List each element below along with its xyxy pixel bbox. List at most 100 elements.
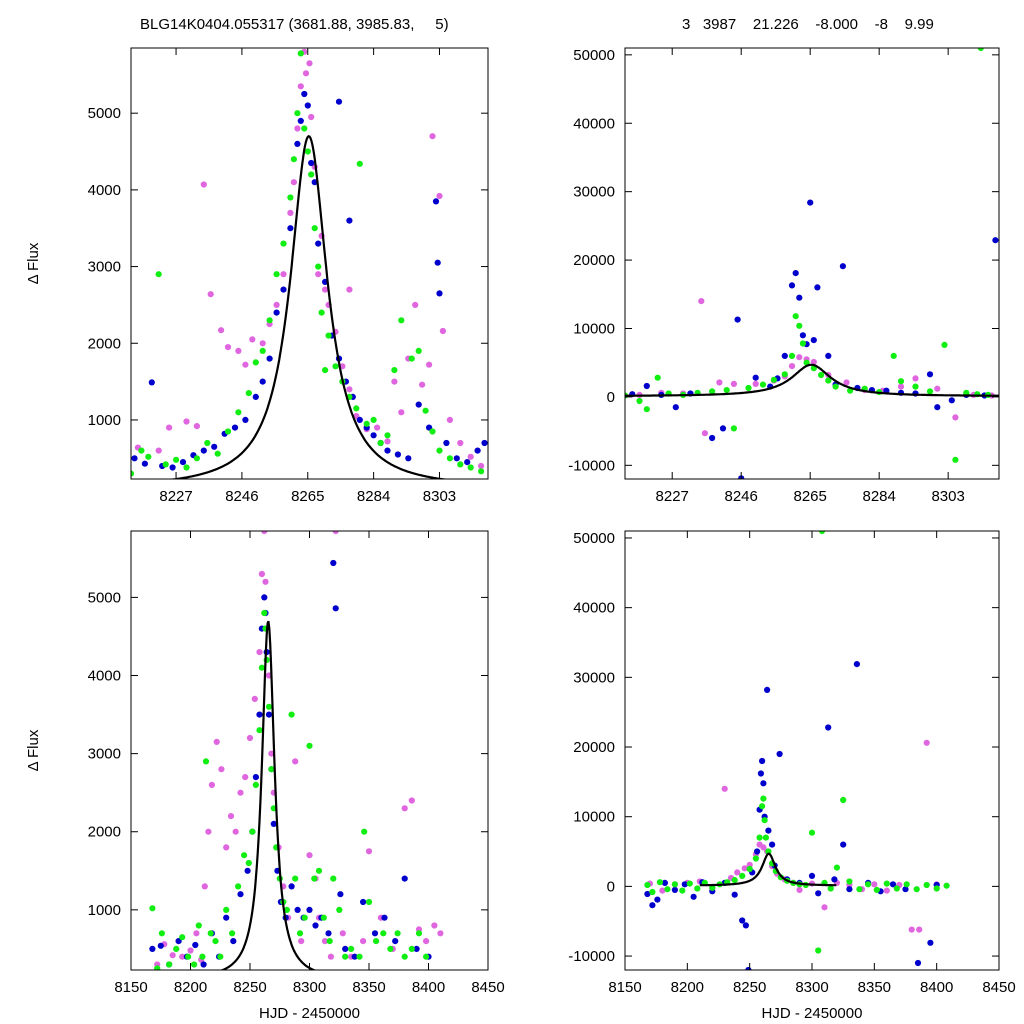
data-point [796, 354, 803, 361]
data-point [478, 468, 485, 475]
points-bottom-left [149, 524, 444, 970]
y-tick-label: 0 [607, 878, 615, 895]
data-point [912, 375, 919, 382]
x-tick-label: 8450 [982, 979, 1015, 996]
plot-frame [624, 530, 1000, 971]
data-point [436, 192, 443, 200]
data-point [401, 953, 408, 960]
data-point [294, 906, 301, 914]
data-point [297, 83, 304, 90]
data-point [191, 961, 198, 968]
data-point [214, 450, 221, 457]
data-point [173, 945, 180, 953]
y-tick-label: 1000 [88, 902, 121, 919]
data-point [365, 898, 373, 906]
data-point [264, 524, 270, 530]
data-point [649, 888, 656, 896]
data-point [412, 301, 419, 308]
data-point [306, 906, 313, 914]
data-point [242, 361, 249, 368]
data-point [799, 332, 807, 339]
y-tick-label: 40000 [573, 115, 615, 132]
x-tick-label: 8265 [793, 488, 826, 505]
data-point [241, 852, 248, 859]
x-tick-label: 8284 [862, 488, 895, 505]
data-point [401, 875, 408, 882]
data-point [280, 271, 287, 278]
plot-frame [130, 47, 489, 480]
data-point [266, 317, 273, 324]
data-point [301, 125, 308, 132]
data-point [815, 947, 822, 954]
data-point [290, 156, 297, 163]
data-point [833, 864, 841, 871]
data-point [436, 290, 443, 297]
data-point [873, 886, 880, 894]
data-point [391, 367, 398, 374]
data-point [927, 939, 934, 946]
header-right-label: 3 3987 21.226 -8.000 -8 9.99 [682, 16, 934, 33]
data-point [223, 906, 230, 914]
data-point [770, 376, 778, 383]
y-tick-label: 0 [607, 389, 615, 406]
data-point [346, 386, 353, 393]
data-point [322, 286, 329, 293]
y-tick-label: 40000 [573, 600, 615, 617]
x-tick-label: 8227 [656, 488, 689, 505]
data-point [296, 930, 304, 937]
data-point [434, 259, 441, 266]
data-point [232, 828, 239, 835]
data-point [672, 404, 679, 411]
y-tick-label: 30000 [573, 184, 615, 201]
data-point [187, 947, 194, 954]
data-point [792, 313, 799, 320]
data-point [661, 879, 669, 887]
data-point [799, 340, 807, 347]
data-point [246, 734, 254, 742]
data-point [759, 381, 767, 388]
data-point [308, 113, 315, 121]
data-point [739, 917, 746, 924]
data-point [765, 827, 772, 834]
data-point [808, 829, 816, 836]
data-point [315, 263, 322, 270]
data-point [294, 140, 301, 147]
y-axis-label: Δ Flux [25, 242, 42, 284]
data-point [265, 711, 273, 718]
data-point [208, 781, 215, 789]
data-point [808, 872, 816, 880]
data-point [436, 447, 443, 454]
data-point [398, 409, 405, 416]
data-point [923, 881, 930, 889]
data-point [941, 341, 948, 348]
data-point [423, 938, 430, 945]
data-point [342, 953, 349, 960]
data-point [457, 439, 464, 447]
y-tick-label: 50000 [573, 530, 615, 547]
data-point [636, 397, 643, 405]
data-point [690, 893, 697, 900]
data-point [297, 50, 304, 57]
y-tick-label: 3000 [88, 259, 121, 276]
data-point [287, 225, 294, 232]
data-point [792, 270, 799, 277]
data-point [408, 797, 415, 804]
points-top-left [131, 48, 488, 477]
data-point [325, 332, 332, 339]
data-point [332, 363, 339, 370]
data-point [308, 159, 315, 167]
data-point [273, 309, 280, 316]
data-point [408, 945, 415, 953]
data-point [131, 470, 135, 477]
data-point [754, 848, 761, 855]
data-point [131, 455, 138, 462]
y-tick-label: 3000 [88, 746, 121, 763]
data-point [649, 902, 656, 909]
data-point [377, 439, 384, 447]
points-top-right [625, 48, 999, 479]
data-point [746, 865, 753, 873]
data-point [897, 383, 905, 390]
data-point [776, 750, 783, 758]
data-point [280, 286, 287, 293]
